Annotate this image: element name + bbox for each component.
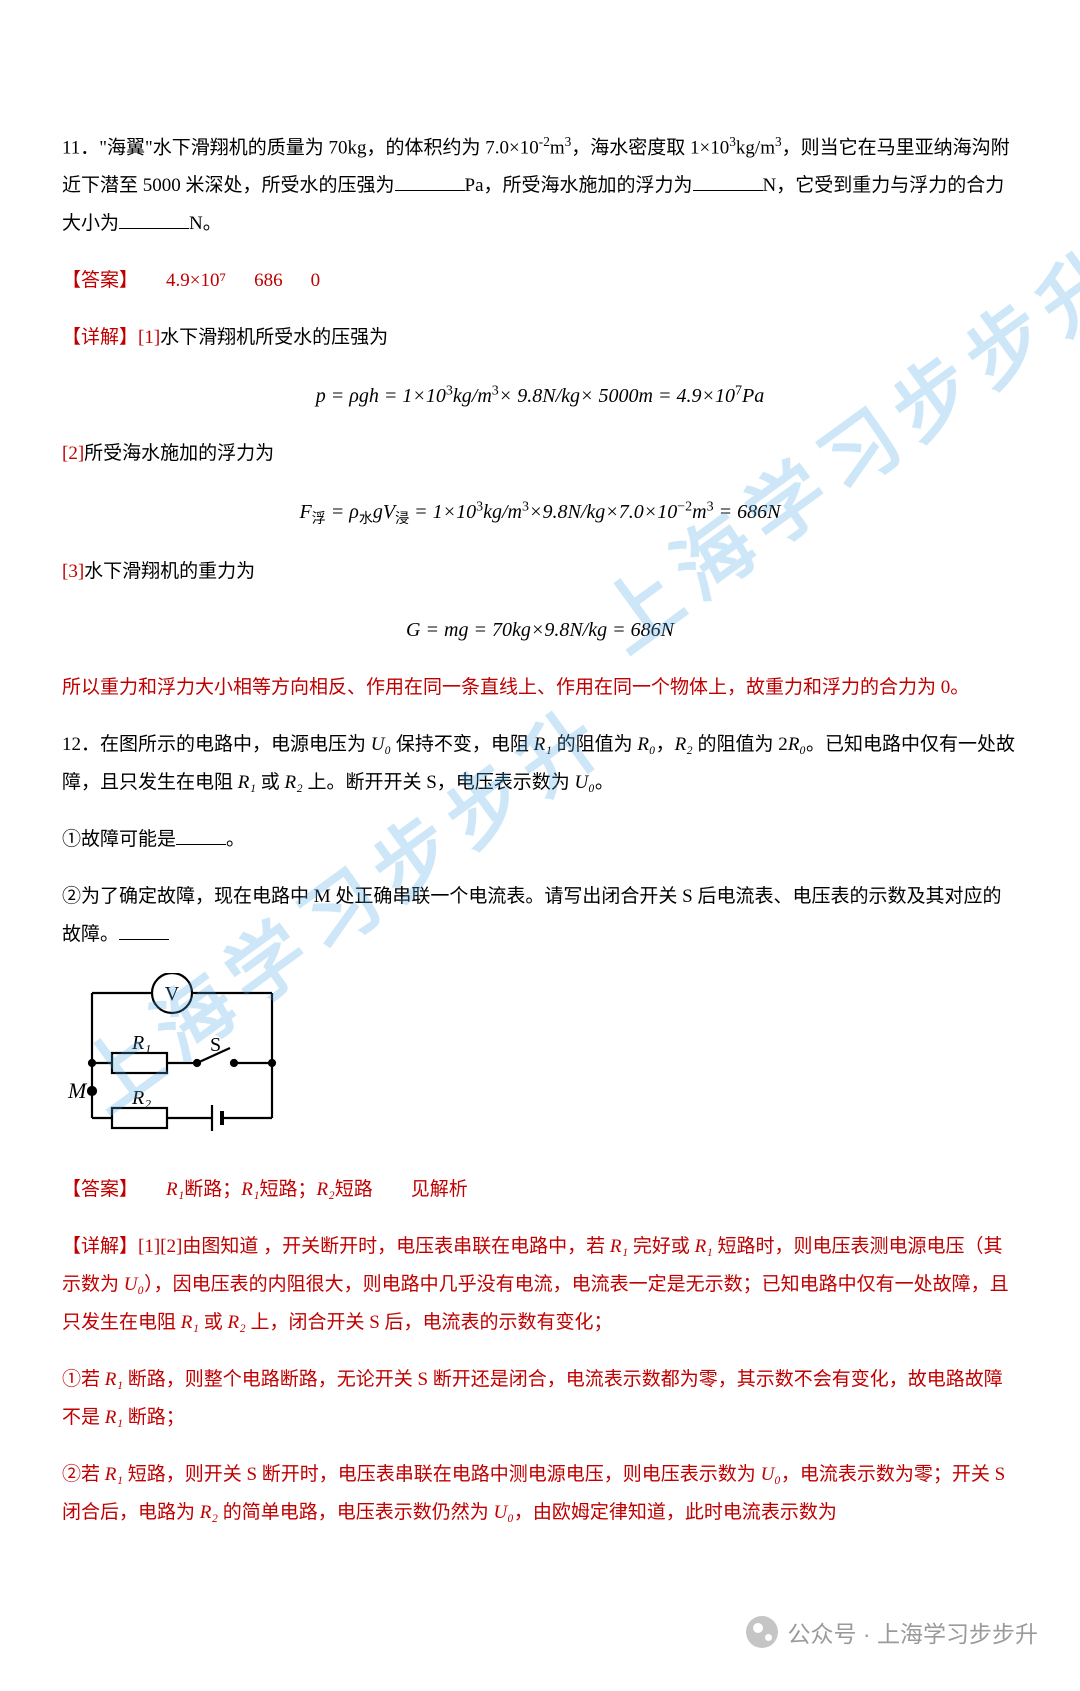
label-v: V	[165, 983, 180, 1005]
q11-formula-1: p = ρgh = 1×103kg/m3× 9.8N/kg× 5000m = 4…	[62, 376, 1018, 416]
blank-netforce	[119, 208, 189, 229]
q12-answer: 【答案】R₁断路；R₁短路；R₂短路 见解析	[62, 1171, 1018, 1209]
label-r1: R₁	[131, 1032, 151, 1054]
footer-attribution: 公众号 · 上海学习步步升	[746, 1615, 1038, 1649]
circuit-diagram: V R₁ S R₂ M	[62, 973, 1018, 1152]
blank-pressure	[395, 170, 465, 191]
q11-answer: 【答案】4.9×10⁷6860	[62, 262, 1018, 300]
label-s: S	[210, 1034, 221, 1056]
blank-analysis	[119, 919, 169, 940]
document-page: 上海学习步步升 上海学习步步升 11．"海翼"水下滑翔机的质量为 70kg，的体…	[0, 0, 1080, 1691]
q11-formula-3: G = mg = 70kg×9.8N/kg = 686N	[62, 610, 1018, 650]
q11-detail-2: [2]所受海水施加的浮力为	[62, 435, 1018, 473]
q12-sub1: ①故障可能是。	[62, 821, 1018, 859]
wechat-icon	[746, 1616, 778, 1648]
q11-text: 11．"海翼"水下滑翔机的质量为 70kg，的体积约为 7.0×10	[62, 137, 539, 158]
blank-fault	[176, 824, 226, 845]
q11-formula-2: F浮 = ρ水gV浸 = 1×103kg/m3×9.8N/kg×7.0×10−2…	[62, 492, 1018, 534]
q12-detail-3: ②若 R₁ 短路，则开关 S 断开时，电压表串联在电路中测电源电压，则电压表示数…	[62, 1456, 1018, 1532]
q12-detail-2: ①若 R₁ 断路，则整个电路断路，无论开关 S 断开还是闭合，电流表示数都为零，…	[62, 1361, 1018, 1437]
q11-detail-1: 【详解】[1]水下滑翔机所受水的压强为	[62, 319, 1018, 357]
label-r2: R₂	[131, 1087, 151, 1109]
q11-stem: 11．"海翼"水下滑翔机的质量为 70kg，的体积约为 7.0×10-2m3，海…	[62, 129, 1018, 243]
q12-sub2: ②为了确定故障，现在电路中 M 处正确串联一个电流表。请写出闭合开关 S 后电流…	[62, 878, 1018, 954]
q12-detail-1: 【详解】[1][2]由图知道 ，开关断开时，电压表串联在电路中，若 R₁ 完好或…	[62, 1228, 1018, 1342]
q11-conclusion: 所以重力和浮力大小相等方向相反、作用在同一条直线上、作用在同一个物体上，故重力和…	[62, 669, 1018, 707]
label-m: M	[67, 1078, 88, 1103]
q11-detail-3: [3]水下滑翔机的重力为	[62, 553, 1018, 591]
blank-buoyancy	[693, 170, 763, 191]
q12-stem: 12．在图所示的电路中，电源电压为 U₀ 保持不变，电阻 R₁ 的阻值为 R₀，…	[62, 726, 1018, 802]
footer-text: 公众号 · 上海学习步步升	[788, 1615, 1038, 1649]
